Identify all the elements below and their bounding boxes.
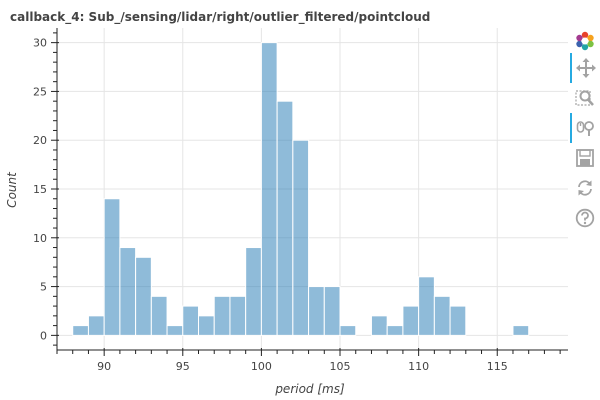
- histogram-bar: [433, 295, 451, 336]
- histogram-bar: [292, 139, 310, 336]
- save-tool-button[interactable]: [570, 143, 600, 173]
- x-tick-label: 105: [330, 360, 351, 373]
- histogram-bar: [245, 247, 262, 336]
- x-tick-label: 95: [176, 360, 190, 373]
- reset-tool-button[interactable]: [570, 173, 600, 203]
- histogram-bar: [213, 295, 231, 336]
- y-tick-label: 25: [33, 85, 47, 98]
- histogram-bar: [386, 325, 404, 336]
- chart-title: callback_4: Sub_/sensing/lidar/right/out…: [10, 10, 430, 25]
- y-tick-label: 0: [40, 329, 47, 342]
- box-zoom-icon: [575, 90, 594, 106]
- help-tool-button[interactable]: [570, 203, 600, 233]
- histogram-bar: [72, 325, 89, 336]
- histogram-bar: [308, 286, 325, 336]
- y-tick-label: 10: [33, 232, 47, 245]
- bars-layer: [72, 42, 530, 336]
- histogram-bar: [370, 315, 388, 336]
- histogram-bar: [323, 286, 341, 336]
- histogram-bar: [229, 295, 247, 336]
- histogram-bar: [276, 100, 294, 336]
- y-axis-label: Count: [5, 171, 19, 208]
- axes-layer: 0 5 10 15 20 25 30 90 95 100 105 110 115: [33, 28, 568, 373]
- histogram-bar: [166, 325, 184, 336]
- histogram-bar: [512, 325, 530, 336]
- y-tick-label: 20: [33, 134, 47, 147]
- x-tick-label: 110: [408, 360, 429, 373]
- histogram-bar: [87, 315, 105, 336]
- x-tick-label: 115: [487, 360, 508, 373]
- bokeh-logo-icon: [576, 31, 594, 51]
- plot-toolbar: [570, 26, 600, 236]
- y-tick-label: 30: [33, 37, 47, 50]
- x-tick-label: 90: [97, 360, 111, 373]
- histogram-bar: [182, 305, 200, 336]
- bokeh-logo-button[interactable]: [570, 26, 600, 56]
- x-axis-label: period [ms]: [274, 382, 345, 396]
- histogram-bar: [198, 315, 215, 336]
- histogram-bar: [119, 247, 137, 336]
- save-icon: [576, 149, 594, 167]
- histogram-bar: [449, 305, 467, 336]
- histogram-bar: [150, 295, 168, 336]
- histogram-bar: [339, 325, 357, 336]
- histogram-bar: [418, 276, 435, 336]
- histogram-bar: [402, 305, 420, 336]
- y-tick-label: 5: [40, 281, 47, 294]
- histogram-bar: [103, 198, 121, 336]
- x-tick-label: 100: [251, 360, 272, 373]
- y-tick-label: 15: [33, 183, 47, 196]
- pan-icon: [576, 58, 596, 78]
- wheel-zoom-tool-button[interactable]: [570, 113, 600, 143]
- histogram-bar: [260, 42, 278, 336]
- help-icon: [575, 208, 595, 228]
- wheel-zoom-icon: [576, 121, 594, 136]
- histogram-bar: [135, 256, 152, 336]
- box-zoom-tool-button[interactable]: [570, 83, 600, 113]
- pan-tool-button[interactable]: [570, 53, 600, 83]
- reset-icon: [578, 180, 592, 196]
